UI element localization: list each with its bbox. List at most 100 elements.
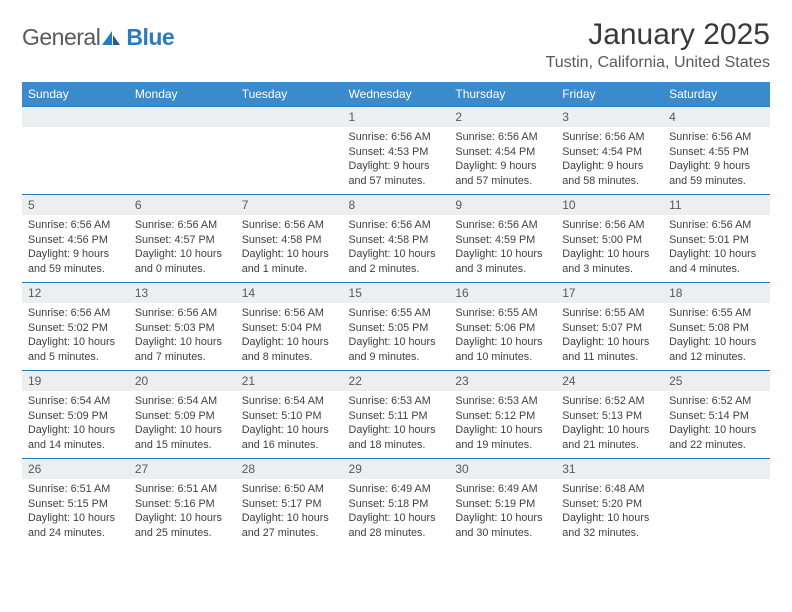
day-info: Sunrise: 6:56 AMSunset: 5:00 PMDaylight:… <box>556 215 663 280</box>
daylight-line: Daylight: 10 hours and 24 minutes. <box>28 512 115 539</box>
daylight-line: Daylight: 10 hours and 0 minutes. <box>135 248 222 275</box>
sunset-line: Sunset: 4:54 PM <box>455 146 535 158</box>
sunrise-line: Sunrise: 6:56 AM <box>455 131 537 143</box>
day-info: Sunrise: 6:51 AMSunset: 5:15 PMDaylight:… <box>22 479 129 544</box>
logo-word-2: Blue <box>126 24 174 51</box>
day-info: Sunrise: 6:50 AMSunset: 5:17 PMDaylight:… <box>236 479 343 544</box>
sunrise-line: Sunrise: 6:50 AM <box>242 483 324 495</box>
calendar-day-cell: . <box>129 106 236 194</box>
logo: General Blue <box>22 18 174 51</box>
day-info: Sunrise: 6:56 AMSunset: 5:03 PMDaylight:… <box>129 303 236 368</box>
day-number: 15 <box>343 282 450 303</box>
day-header: Thursday <box>449 82 556 106</box>
calendar-day-cell: 10Sunrise: 6:56 AMSunset: 5:00 PMDayligh… <box>556 194 663 282</box>
sunrise-line: Sunrise: 6:56 AM <box>349 219 431 231</box>
day-number: . <box>129 106 236 127</box>
calendar-day-cell: 17Sunrise: 6:55 AMSunset: 5:07 PMDayligh… <box>556 282 663 370</box>
sunset-line: Sunset: 4:53 PM <box>349 146 429 158</box>
header: General Blue January 2025 Tustin, Califo… <box>22 18 770 72</box>
sunrise-line: Sunrise: 6:54 AM <box>242 395 324 407</box>
sunrise-line: Sunrise: 6:56 AM <box>455 219 537 231</box>
day-header: Tuesday <box>236 82 343 106</box>
calendar-day-cell: 12Sunrise: 6:56 AMSunset: 5:02 PMDayligh… <box>22 282 129 370</box>
day-info: Sunrise: 6:56 AMSunset: 4:59 PMDaylight:… <box>449 215 556 280</box>
location: Tustin, California, United States <box>546 54 770 72</box>
daylight-line: Daylight: 10 hours and 8 minutes. <box>242 336 329 363</box>
day-info: Sunrise: 6:56 AMSunset: 5:02 PMDaylight:… <box>22 303 129 368</box>
daylight-line: Daylight: 10 hours and 12 minutes. <box>669 336 756 363</box>
sunrise-line: Sunrise: 6:55 AM <box>562 307 644 319</box>
sunset-line: Sunset: 5:16 PM <box>135 498 215 510</box>
sunset-line: Sunset: 5:19 PM <box>455 498 535 510</box>
calendar-day-cell: 1Sunrise: 6:56 AMSunset: 4:53 PMDaylight… <box>343 106 450 194</box>
day-number: 8 <box>343 194 450 215</box>
sunrise-line: Sunrise: 6:55 AM <box>669 307 751 319</box>
sunrise-line: Sunrise: 6:52 AM <box>669 395 751 407</box>
calendar-day-cell: 2Sunrise: 6:56 AMSunset: 4:54 PMDaylight… <box>449 106 556 194</box>
daylight-line: Daylight: 10 hours and 11 minutes. <box>562 336 649 363</box>
calendar-day-cell: 24Sunrise: 6:52 AMSunset: 5:13 PMDayligh… <box>556 370 663 458</box>
day-number: 21 <box>236 370 343 391</box>
day-info: Sunrise: 6:55 AMSunset: 5:05 PMDaylight:… <box>343 303 450 368</box>
sunset-line: Sunset: 5:07 PM <box>562 322 642 334</box>
logo-sail-icon <box>100 29 122 47</box>
day-info: Sunrise: 6:56 AMSunset: 5:04 PMDaylight:… <box>236 303 343 368</box>
sunset-line: Sunset: 5:09 PM <box>135 410 215 422</box>
calendar-day-cell: 11Sunrise: 6:56 AMSunset: 5:01 PMDayligh… <box>663 194 770 282</box>
sunrise-line: Sunrise: 6:56 AM <box>349 131 431 143</box>
calendar-day-cell: 31Sunrise: 6:48 AMSunset: 5:20 PMDayligh… <box>556 458 663 546</box>
calendar-week-row: 19Sunrise: 6:54 AMSunset: 5:09 PMDayligh… <box>22 370 770 458</box>
day-number: 16 <box>449 282 556 303</box>
sunrise-line: Sunrise: 6:53 AM <box>455 395 537 407</box>
day-number: 10 <box>556 194 663 215</box>
sunrise-line: Sunrise: 6:56 AM <box>135 307 217 319</box>
day-number: . <box>663 458 770 479</box>
calendar-day-cell: 25Sunrise: 6:52 AMSunset: 5:14 PMDayligh… <box>663 370 770 458</box>
calendar-day-cell: 30Sunrise: 6:49 AMSunset: 5:19 PMDayligh… <box>449 458 556 546</box>
sunset-line: Sunset: 4:56 PM <box>28 234 108 246</box>
calendar-day-cell: 13Sunrise: 6:56 AMSunset: 5:03 PMDayligh… <box>129 282 236 370</box>
sunrise-line: Sunrise: 6:53 AM <box>349 395 431 407</box>
day-number: 7 <box>236 194 343 215</box>
day-number: 25 <box>663 370 770 391</box>
daylight-line: Daylight: 10 hours and 16 minutes. <box>242 424 329 451</box>
calendar-table: SundayMondayTuesdayWednesdayThursdayFrid… <box>22 82 770 546</box>
sunrise-line: Sunrise: 6:56 AM <box>135 219 217 231</box>
daylight-line: Daylight: 10 hours and 22 minutes. <box>669 424 756 451</box>
daylight-line: Daylight: 10 hours and 27 minutes. <box>242 512 329 539</box>
sunset-line: Sunset: 5:06 PM <box>455 322 535 334</box>
calendar-day-cell: 26Sunrise: 6:51 AMSunset: 5:15 PMDayligh… <box>22 458 129 546</box>
sunset-line: Sunset: 5:15 PM <box>28 498 108 510</box>
calendar-day-cell: 4Sunrise: 6:56 AMSunset: 4:55 PMDaylight… <box>663 106 770 194</box>
sunrise-line: Sunrise: 6:52 AM <box>562 395 644 407</box>
sunset-line: Sunset: 5:20 PM <box>562 498 642 510</box>
day-number: 18 <box>663 282 770 303</box>
title-block: January 2025 Tustin, California, United … <box>546 18 770 72</box>
daylight-line: Daylight: 9 hours and 58 minutes. <box>562 160 643 187</box>
day-number: 11 <box>663 194 770 215</box>
calendar-page: General Blue January 2025 Tustin, Califo… <box>0 0 792 546</box>
day-info: Sunrise: 6:56 AMSunset: 4:53 PMDaylight:… <box>343 127 450 192</box>
sunrise-line: Sunrise: 6:56 AM <box>242 219 324 231</box>
sunset-line: Sunset: 5:08 PM <box>669 322 749 334</box>
daylight-line: Daylight: 10 hours and 7 minutes. <box>135 336 222 363</box>
calendar-day-cell: 16Sunrise: 6:55 AMSunset: 5:06 PMDayligh… <box>449 282 556 370</box>
day-number: 22 <box>343 370 450 391</box>
day-number: 31 <box>556 458 663 479</box>
calendar-week-row: 26Sunrise: 6:51 AMSunset: 5:15 PMDayligh… <box>22 458 770 546</box>
sunset-line: Sunset: 5:00 PM <box>562 234 642 246</box>
day-number: 5 <box>22 194 129 215</box>
day-info: Sunrise: 6:54 AMSunset: 5:10 PMDaylight:… <box>236 391 343 456</box>
day-info: Sunrise: 6:56 AMSunset: 4:56 PMDaylight:… <box>22 215 129 280</box>
day-number: 1 <box>343 106 450 127</box>
day-number: 14 <box>236 282 343 303</box>
daylight-line: Daylight: 10 hours and 5 minutes. <box>28 336 115 363</box>
daylight-line: Daylight: 10 hours and 30 minutes. <box>455 512 542 539</box>
day-info: Sunrise: 6:56 AMSunset: 4:58 PMDaylight:… <box>236 215 343 280</box>
calendar-day-cell: 5Sunrise: 6:56 AMSunset: 4:56 PMDaylight… <box>22 194 129 282</box>
day-info: Sunrise: 6:55 AMSunset: 5:06 PMDaylight:… <box>449 303 556 368</box>
calendar-day-cell: 3Sunrise: 6:56 AMSunset: 4:54 PMDaylight… <box>556 106 663 194</box>
day-info: Sunrise: 6:48 AMSunset: 5:20 PMDaylight:… <box>556 479 663 544</box>
sunrise-line: Sunrise: 6:49 AM <box>349 483 431 495</box>
day-number: 28 <box>236 458 343 479</box>
